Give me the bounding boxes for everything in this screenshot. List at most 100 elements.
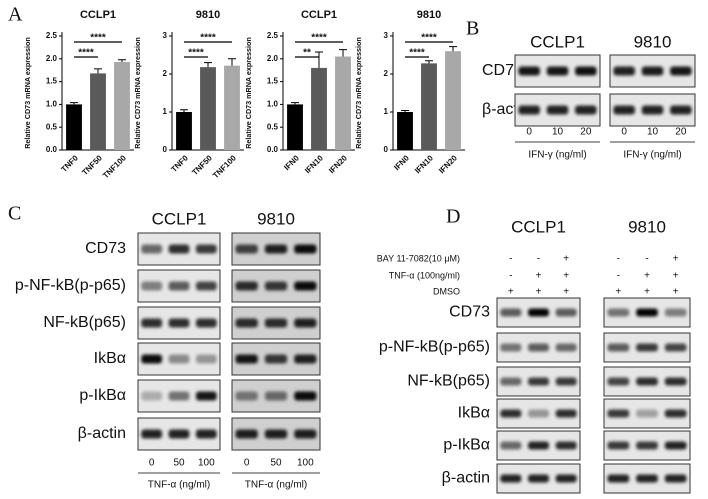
chart-title: CCLP1 (301, 9, 337, 21)
blot-band (664, 377, 687, 386)
blot-band (527, 474, 550, 483)
blot-band (294, 318, 317, 328)
lane-label: 20 (580, 127, 592, 138)
lane-label: 10 (647, 127, 659, 138)
bar (114, 61, 130, 150)
blot-band (168, 391, 190, 401)
blot-band (636, 343, 658, 352)
bar (200, 67, 216, 150)
y-tick-label: 3 (384, 31, 389, 40)
treatment-sign: + (536, 287, 542, 298)
lane-caption: IFN-γ (ng/ml) (528, 150, 586, 161)
blot-band (636, 377, 658, 386)
bar (335, 56, 351, 150)
lane-label: 0 (526, 127, 532, 138)
blot-band (670, 66, 692, 76)
blot-band (555, 343, 577, 352)
blot-band (500, 441, 522, 450)
blot-band (555, 377, 577, 386)
blot-band (264, 244, 288, 254)
blot-band (636, 441, 658, 450)
blot-band (168, 281, 190, 291)
significance-label: ** (303, 48, 311, 59)
lane-label: 100 (198, 458, 215, 469)
row-label: CD73 (85, 240, 126, 257)
bar (224, 65, 240, 150)
blot-band (555, 308, 577, 317)
row-label: p-NF-kB(p-p65) (379, 339, 490, 356)
significance-label: **** (200, 33, 216, 44)
significance-label: **** (188, 48, 204, 59)
treatment-label: TNF-α (100ng/ml) (389, 270, 460, 280)
bar (287, 104, 303, 150)
blot-band (141, 318, 163, 328)
group-title: 9810 (257, 209, 295, 228)
blot-band (664, 343, 687, 352)
lane-label: 10 (552, 127, 564, 138)
row-label: NF-kB(p65) (407, 373, 490, 390)
blot-band (527, 308, 550, 317)
error-bar (180, 109, 188, 112)
panel-label: D (446, 206, 460, 228)
error-bar (425, 60, 433, 64)
row-label: p-IkBα (79, 387, 126, 404)
blot-band (607, 377, 630, 386)
blot-band (518, 105, 540, 115)
blot-band (636, 474, 658, 483)
bar (421, 63, 437, 150)
blot-band (264, 429, 288, 439)
blot-band (555, 409, 577, 418)
treatment-sign: + (536, 271, 542, 282)
y-tick-label: 1 (384, 107, 389, 116)
lane-label: 0 (244, 458, 250, 469)
blot-band (294, 354, 317, 364)
row-label: p-NF-kB(p-p65) (15, 277, 126, 294)
error-bar (94, 68, 102, 74)
blot-band (235, 281, 258, 291)
blot-band (141, 391, 163, 401)
y-tick-label: 0.5 (46, 122, 58, 131)
group-title: CCLP1 (530, 32, 585, 51)
blot-band (264, 354, 288, 364)
y-axis-label: Relative CD73 mRNA expression (244, 37, 253, 149)
chart-title: CCLP1 (80, 9, 116, 21)
significance-label: **** (409, 48, 425, 59)
blot-band (636, 409, 658, 418)
significance-label: **** (78, 48, 94, 59)
blot-band (500, 377, 522, 386)
y-tick-label: 1 (163, 107, 168, 116)
treatment-sign: - (509, 254, 512, 265)
blot-band (613, 66, 635, 76)
error-bar (291, 102, 299, 105)
blot-band (264, 391, 288, 401)
blot-band (527, 343, 550, 352)
chart-title: 9810 (196, 9, 220, 21)
significance-label: **** (90, 33, 106, 44)
row-label: p-IkBα (443, 437, 490, 454)
y-axis-label: Relative CD73 mRNA expression (354, 37, 363, 149)
blot-band (607, 343, 630, 352)
blot-band (664, 474, 687, 483)
lane-label: 20 (675, 127, 687, 138)
blot-band (195, 244, 217, 254)
treatment-sign: + (673, 287, 679, 298)
treatment-sign: + (673, 254, 679, 265)
lane-label: 0 (149, 458, 155, 469)
treatment-sign: + (673, 271, 679, 282)
blot-band (527, 441, 550, 450)
group-title: CCLP1 (152, 209, 207, 228)
y-tick-label: 3 (163, 31, 168, 40)
lane-caption: TNF-α (ng/ml) (245, 480, 307, 491)
blot-band (168, 354, 190, 364)
blot-band (607, 409, 630, 418)
treatment-sign: + (508, 287, 514, 298)
significance-label: **** (311, 33, 327, 44)
y-tick-label: 0.5 (267, 122, 279, 131)
blot-band (641, 66, 664, 76)
blot-band (527, 409, 550, 418)
bar (397, 112, 413, 150)
y-tick-label: 1.0 (267, 100, 279, 109)
error-bar (449, 46, 457, 52)
treatment-sign: + (644, 271, 650, 282)
row-label: β-actin (442, 470, 490, 487)
